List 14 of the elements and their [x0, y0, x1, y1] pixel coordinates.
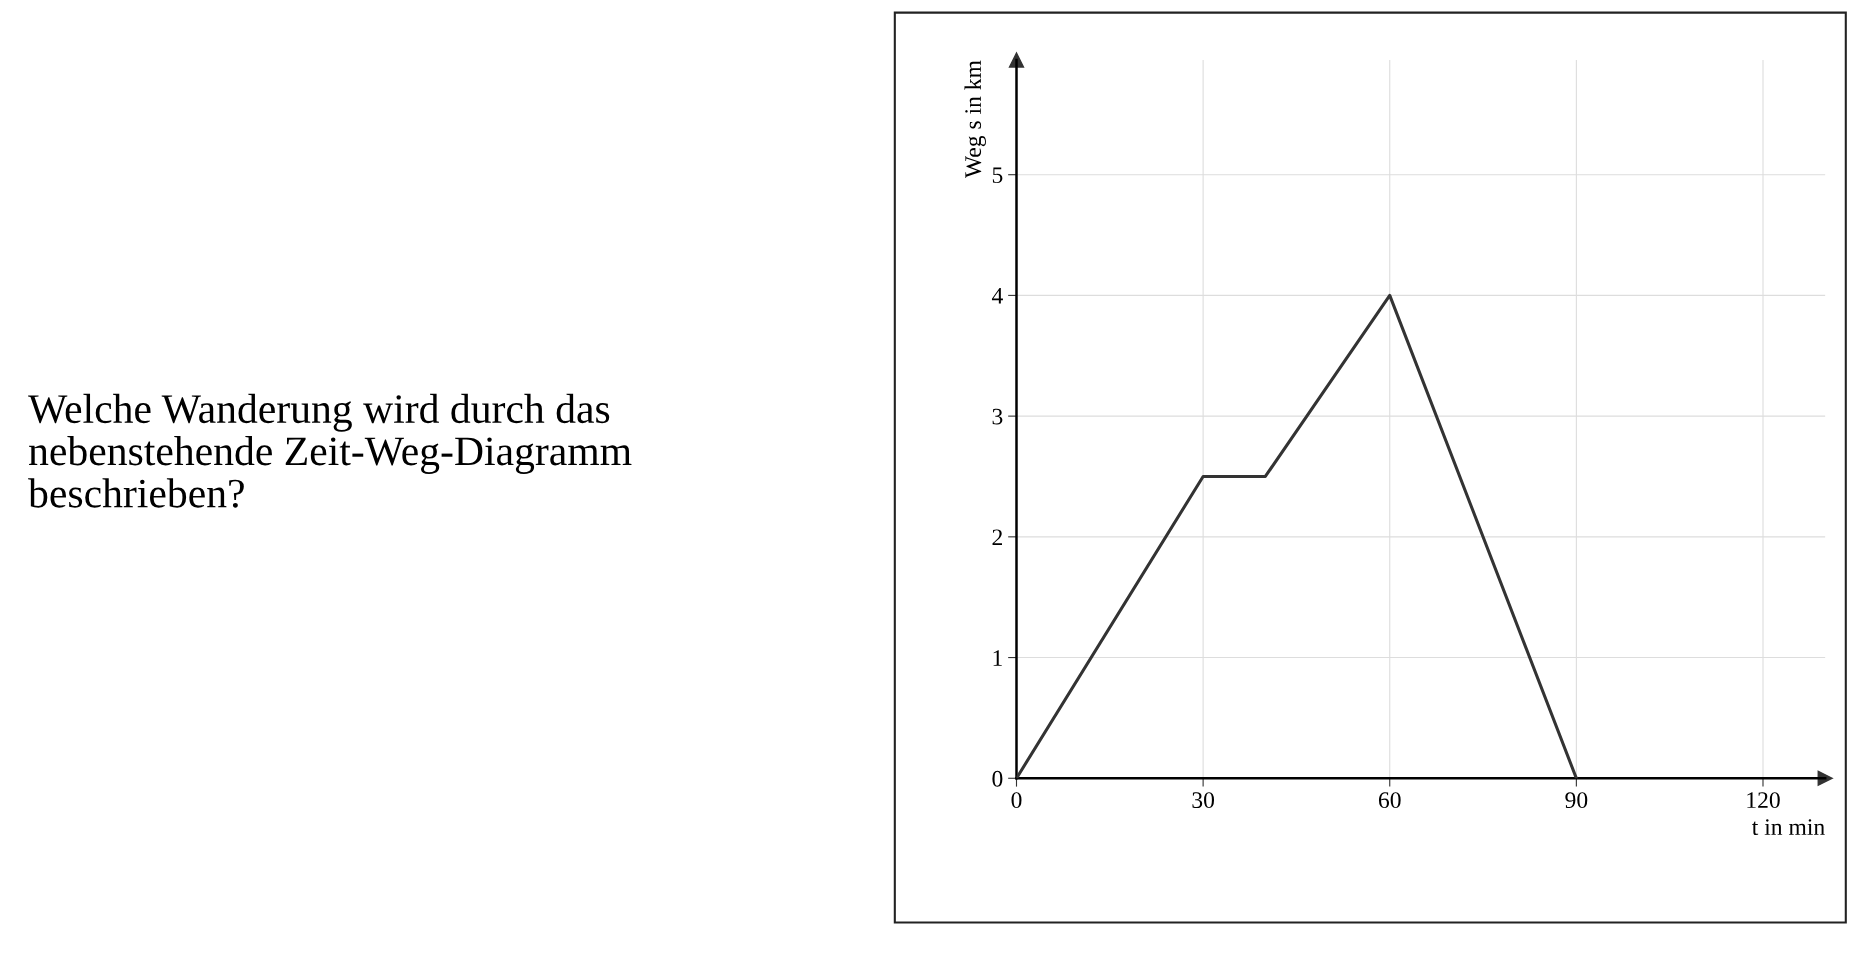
y-axis-title: Weg s in km — [964, 60, 986, 179]
x-axis-title: t in min — [1751, 819, 1825, 836]
y-tick-label: 2 — [992, 529, 1002, 546]
x-tick-label: 0 — [1011, 792, 1022, 809]
y-tick-label: 1 — [993, 650, 1002, 666]
x-tick-label: 120 — [1747, 792, 1780, 809]
y-tick-label: 4 — [991, 288, 1003, 304]
text: Welche Wanderung wird durch das nebenstehende Zeit-Weg-Diagramm beschrieben? — [28, 393, 632, 508]
x-tick-label: 90 — [1565, 792, 1588, 809]
y-tick-label: 3 — [992, 408, 1003, 425]
x-tick-label: 60 — [1378, 792, 1401, 809]
x-tick-label: 30 — [1192, 792, 1215, 809]
y-tick-label: 0 — [992, 770, 1003, 787]
y-tick-label: 5 — [992, 167, 1003, 184]
